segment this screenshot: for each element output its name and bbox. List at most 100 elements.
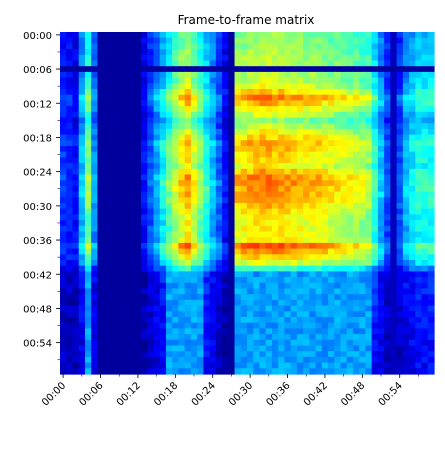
heatmap-cell: [359, 32, 367, 39]
heatmap-cell: [415, 362, 423, 369]
heatmap-cell: [66, 208, 74, 215]
heatmap-cell: [78, 134, 86, 141]
heatmap-cell: [352, 174, 360, 181]
heatmap-cell: [234, 299, 242, 307]
heatmap-cell: [390, 351, 398, 358]
heatmap-cell: [234, 265, 242, 272]
heatmap-cell: [103, 151, 111, 158]
heatmap-cell: [303, 351, 310, 358]
heatmap-cell: [209, 43, 217, 50]
heatmap-cell: [153, 237, 161, 244]
heatmap-cell: [84, 111, 92, 119]
heatmap-cell: [141, 231, 148, 238]
heatmap-cell: [147, 328, 155, 335]
heatmap-cell: [384, 94, 391, 101]
heatmap-cell: [128, 368, 136, 375]
heatmap-cell: [159, 94, 167, 101]
heatmap-cell: [159, 89, 167, 96]
heatmap-cell: [72, 248, 80, 255]
heatmap-cell: [328, 66, 335, 73]
heatmap-cell: [91, 106, 98, 113]
heatmap-cell: [172, 77, 180, 84]
heatmap-cell: [178, 66, 186, 73]
heatmap-cell: [253, 146, 261, 153]
heatmap-cell: [190, 123, 198, 130]
heatmap-cell: [328, 208, 335, 215]
heatmap-cell: [240, 71, 248, 79]
heatmap-cell: [240, 362, 248, 369]
heatmap-cell: [91, 254, 98, 261]
heatmap-cell: [203, 208, 211, 215]
heatmap-cell: [365, 271, 373, 278]
heatmap-cell: [415, 71, 423, 79]
heatmap-cell: [377, 94, 385, 101]
heatmap-cell: [278, 277, 285, 284]
heatmap-cell: [122, 197, 130, 204]
heatmap-cell: [84, 260, 92, 267]
heatmap-cell: [309, 322, 317, 329]
heatmap-cell: [265, 288, 273, 295]
heatmap-cell: [78, 43, 86, 50]
heatmap-cell: [352, 265, 360, 272]
heatmap-cell: [109, 94, 117, 101]
heatmap-cell: [172, 220, 180, 227]
heatmap-cell: [147, 117, 155, 124]
heatmap-cell: [91, 123, 98, 130]
heatmap-cell: [359, 83, 367, 90]
heatmap-cell: [147, 151, 155, 158]
heatmap-cell: [415, 117, 423, 124]
heatmap-cell: [66, 71, 74, 79]
heatmap-cell: [203, 317, 211, 324]
heatmap-cell: [103, 220, 111, 227]
heatmap-cell: [427, 71, 435, 79]
heatmap-cell: [228, 185, 236, 193]
heatmap-cell: [228, 191, 236, 198]
heatmap-cell: [278, 231, 285, 238]
heatmap-cell: [315, 146, 323, 153]
heatmap-cell: [215, 123, 223, 130]
heatmap-cell: [78, 146, 86, 153]
heatmap-cell: [60, 214, 67, 221]
heatmap-cell: [78, 254, 86, 261]
y-tick-label: 00:30: [23, 202, 52, 213]
heatmap-cell: [396, 322, 404, 329]
heatmap-cell: [72, 174, 80, 181]
heatmap-cell: [247, 345, 254, 352]
heatmap-cell: [340, 225, 348, 233]
heatmap-cell: [184, 89, 192, 96]
heatmap-cell: [253, 248, 261, 255]
heatmap-cell: [197, 305, 204, 312]
heatmap-cell: [234, 146, 242, 153]
heatmap-cell: [228, 71, 236, 79]
heatmap-cell: [141, 89, 148, 96]
heatmap-cell: [284, 294, 292, 301]
heatmap-cell: [134, 225, 142, 233]
heatmap-cell: [91, 271, 98, 278]
heatmap-cell: [346, 89, 354, 96]
heatmap-cell: [178, 203, 186, 210]
heatmap-cell: [72, 89, 80, 96]
heatmap-cell: [184, 311, 192, 318]
heatmap-cell: [134, 242, 142, 250]
heatmap-cell: [72, 203, 80, 210]
heatmap-cell: [427, 322, 435, 329]
heatmap-cell: [271, 208, 279, 215]
heatmap-cell: [359, 225, 367, 233]
heatmap-cell: [346, 185, 354, 193]
heatmap-cell: [371, 345, 379, 352]
heatmap-cell: [390, 339, 398, 347]
heatmap-cell: [116, 71, 123, 79]
heatmap-cell: [427, 43, 435, 50]
heatmap-cell: [296, 362, 304, 369]
heatmap-cell: [402, 111, 410, 119]
heatmap-cell: [278, 317, 285, 324]
heatmap-cell: [97, 140, 105, 147]
heatmap-cell: [184, 100, 192, 107]
heatmap-cell: [128, 311, 136, 318]
heatmap-cell: [203, 163, 211, 170]
heatmap-cell: [334, 157, 342, 164]
heatmap-cell: [178, 185, 186, 193]
heatmap-cell: [253, 180, 261, 187]
heatmap-cell: [178, 345, 186, 352]
heatmap-cell: [128, 294, 136, 301]
